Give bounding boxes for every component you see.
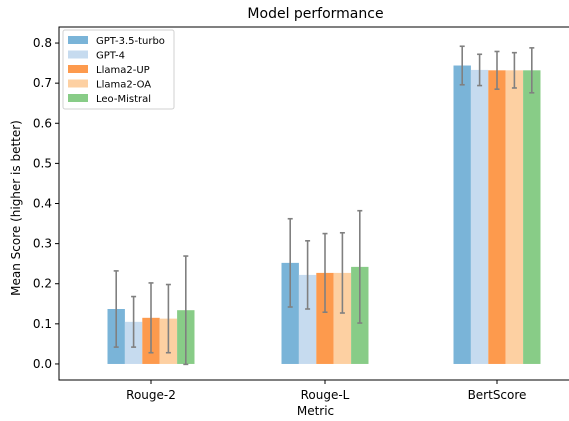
x-tick-label: Rouge-2 [126,388,176,402]
chart-title: Model performance [247,6,383,22]
y-tick-label: 0.2 [33,277,52,291]
error-bar [477,53,483,87]
x-tick-label: BertScore [468,388,527,402]
legend-swatch [68,94,88,102]
bar [298,274,317,364]
legend-frame [62,29,175,110]
ticks: 0.0 0.1 0.2 0.3 0.4 0.5 0.6 0.7 0.8 Rouge-2 Rouge-… [33,36,527,402]
x-tick-label: Rouge-L [301,388,350,402]
error-bar [113,270,119,348]
legend-label: Llama2-UP [96,65,150,76]
error-bar [131,295,137,348]
error-bar [339,231,345,314]
y-tick-label: 0.3 [33,237,52,251]
x-axis-title: Metric [297,404,334,418]
error-bar [287,217,293,308]
y-tick-label: 0.7 [33,76,52,90]
y-tick-label: 0.4 [33,197,52,211]
bar [281,262,299,364]
bar [523,70,541,364]
error-bar [357,209,363,324]
y-tick-label: 0.1 [33,317,52,331]
bar [333,272,352,364]
legend-swatch [68,36,88,44]
y-tick-label: 0.6 [33,116,52,130]
bar [470,69,489,364]
legend-swatch [68,50,88,59]
bar [488,70,506,364]
legend-swatch [68,65,88,73]
bar [316,272,334,364]
legend-label: Llama2-OA [96,80,151,91]
y-tick-label: 0.8 [33,36,52,50]
error-bar [322,232,328,314]
y-tick-label: 0.5 [33,156,52,170]
bar [505,70,524,364]
legend-swatch [68,79,88,88]
error-bar [183,255,189,366]
error-bar [305,240,311,310]
errorbars-layer [113,45,535,366]
bar [453,65,471,364]
y-tick-label: 0.0 [33,357,52,371]
error-bar [494,50,500,90]
legend-label: Leo-Mistral [96,94,151,105]
error-bar [511,51,517,89]
error-bar [165,283,171,354]
error-bar [459,45,465,86]
bars-layer [107,65,541,364]
error-bar [529,47,535,94]
error-bar [148,282,154,354]
legend-label: GPT-4 [96,51,125,62]
y-axis-title: Mean Score (higher is better) [9,120,23,296]
legend: GPT-3.5-turbo GPT-4 Llama2-UP Llama2-OA Leo-… [62,29,175,110]
legend-label: GPT-3.5-turbo [96,36,165,47]
